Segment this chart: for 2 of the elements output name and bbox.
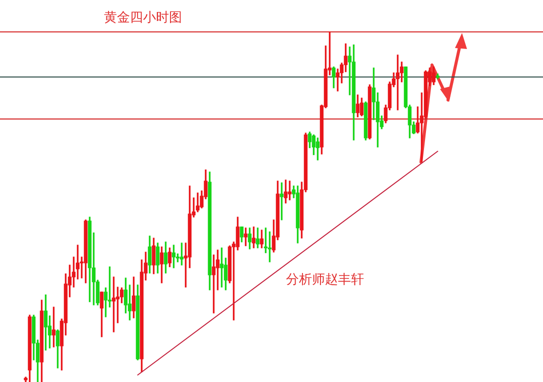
- annotation: 分析师赵丰轩: [286, 272, 364, 288]
- chart-title: 黄金四小时图: [104, 10, 182, 26]
